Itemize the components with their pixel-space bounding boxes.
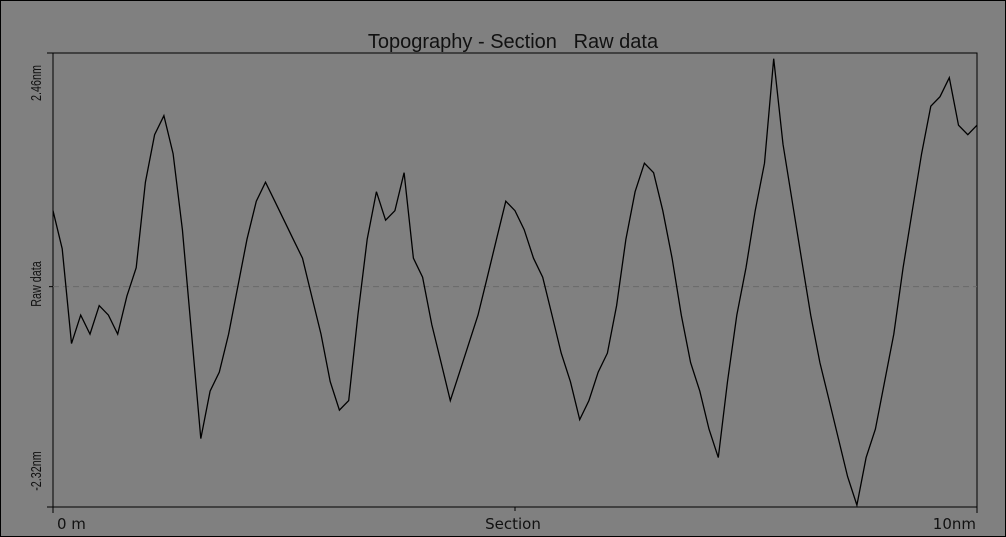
y-tick-label-bottom: -2.32nm (27, 451, 44, 491)
series-line (52, 58, 978, 508)
x-tick-label-start: 0 m (57, 515, 86, 533)
y-tick-label-top: 2.46nm (27, 65, 44, 101)
chart-title: Topography - Section Raw data (368, 31, 659, 53)
y-axis-label: Raw data (27, 261, 44, 307)
x-tick-label-end: 10nm (933, 515, 976, 533)
x-axis-label: Section (485, 515, 541, 533)
